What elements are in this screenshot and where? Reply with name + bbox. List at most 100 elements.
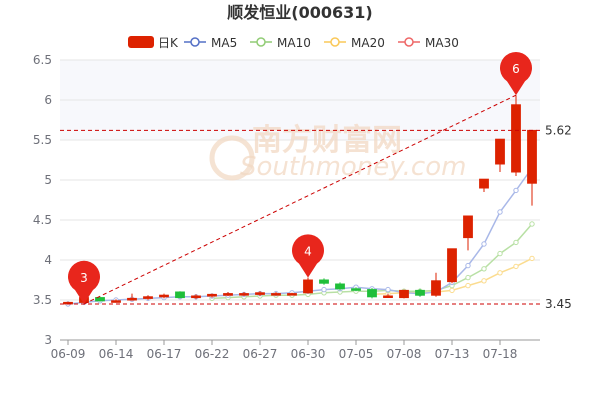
- candle: [431, 272, 441, 297]
- legend-label: MA10: [277, 36, 311, 50]
- ma5-line-point: [321, 286, 327, 293]
- candle: [367, 288, 377, 299]
- y-tick-label: 3.5: [33, 293, 52, 307]
- candle-body: [287, 293, 297, 296]
- candle: [479, 178, 489, 192]
- candle: [95, 296, 105, 302]
- candle-body: [191, 295, 201, 299]
- ma5-line: [67, 167, 533, 305]
- x-tick-label: 06-09: [51, 347, 86, 361]
- ma10-line-point: [513, 239, 519, 246]
- plot-area: 3 3.5 4 4.5 5 5.5 6 6.5 06-09 06-14 06-17 06-22 06-2…: [33, 51, 572, 361]
- candle: [223, 292, 233, 296]
- candle: [271, 292, 281, 296]
- candle-body: [159, 294, 169, 298]
- candle: [527, 129, 537, 206]
- trend-line: [83, 94, 517, 305]
- ma20-line-point: [465, 282, 471, 289]
- ma5-line-point: [513, 187, 519, 194]
- candle: [415, 288, 425, 297]
- candle-body: [255, 292, 265, 295]
- x-tick-label: 06-30: [291, 347, 326, 361]
- candle-body: [447, 248, 457, 283]
- y-tick-label: 3: [44, 333, 52, 347]
- legend-item: MA30: [398, 36, 459, 50]
- pin-label: 4: [304, 245, 312, 259]
- ref-line-label: 5.62: [545, 123, 572, 137]
- candle-body: [399, 289, 409, 299]
- legend-item: MA10: [250, 36, 311, 50]
- ref-line-label: 3.45: [545, 297, 572, 311]
- y-tick-label: 4.5: [33, 213, 52, 227]
- legend-marker: [190, 37, 200, 47]
- legend-marker: [330, 37, 340, 47]
- x-tick-label: 07-08: [387, 347, 422, 361]
- candle-body: [95, 297, 105, 302]
- pin-label: 3: [80, 271, 88, 285]
- y-tick-label: 4: [44, 253, 52, 267]
- ma10-line-point: [481, 266, 487, 272]
- candle: [351, 287, 361, 292]
- candle-body: [223, 293, 233, 296]
- candle-body: [351, 288, 361, 291]
- candle: [495, 138, 505, 172]
- legend-marker: [404, 37, 414, 47]
- candle: [511, 95, 521, 176]
- pin-marker: 4: [292, 234, 324, 278]
- candle: [463, 215, 473, 251]
- ma20-line-point: [513, 263, 519, 270]
- pin-marker: 6: [500, 51, 532, 96]
- candle: [239, 292, 249, 296]
- ma10-line-point: [497, 250, 503, 257]
- candle-body: [383, 295, 393, 298]
- candle-body: [271, 293, 281, 296]
- y-tick-label: 6: [44, 93, 52, 107]
- candle: [127, 293, 137, 301]
- candle: [207, 293, 217, 298]
- legend-item: 日K: [128, 36, 179, 50]
- ma5-line-point: [497, 209, 503, 215]
- candle-body: [463, 215, 473, 239]
- legend-item: MA20: [324, 36, 385, 50]
- candle-body: [143, 296, 153, 299]
- pin-shape: [292, 234, 324, 278]
- candle: [383, 293, 393, 298]
- candle-body: [303, 279, 313, 294]
- x-tick-label: 07-18: [483, 347, 518, 361]
- candle-body: [335, 283, 345, 290]
- pin-marker: 3: [68, 260, 101, 304]
- candle-body: [415, 289, 425, 296]
- candle: [399, 289, 409, 299]
- candle-body: [527, 129, 537, 184]
- legend-marker: [256, 37, 266, 47]
- x-tick-label: 06-27: [243, 347, 278, 361]
- x-tick-label: 06-17: [147, 347, 182, 361]
- pin-label: 6: [512, 62, 520, 76]
- candle: [335, 282, 345, 291]
- ma5-line-point: [385, 286, 391, 293]
- candle-body: [207, 293, 217, 297]
- candle: [175, 291, 185, 299]
- candle: [143, 295, 153, 300]
- legend-candle-swatch: [128, 36, 154, 48]
- y-tick-label: 5: [44, 173, 52, 187]
- candle: [255, 291, 265, 296]
- legend-item: MA5: [184, 36, 237, 50]
- ma5-line-point: [465, 262, 471, 269]
- candle-body: [479, 178, 489, 189]
- candle: [319, 278, 329, 285]
- ma20-line-point: [481, 278, 487, 284]
- legend-label: MA30: [425, 36, 459, 50]
- candle-body: [111, 300, 121, 303]
- watermark-cn: 南方财富网: [252, 123, 402, 158]
- candle: [447, 248, 457, 284]
- legend-label: MA20: [351, 36, 385, 50]
- y-tick-label: 5.5: [33, 133, 52, 147]
- candle: [159, 293, 169, 299]
- candle: [191, 294, 201, 300]
- ma20-line-point: [497, 270, 503, 276]
- ma5-line-point: [481, 241, 487, 247]
- watermark-logo: [209, 135, 255, 181]
